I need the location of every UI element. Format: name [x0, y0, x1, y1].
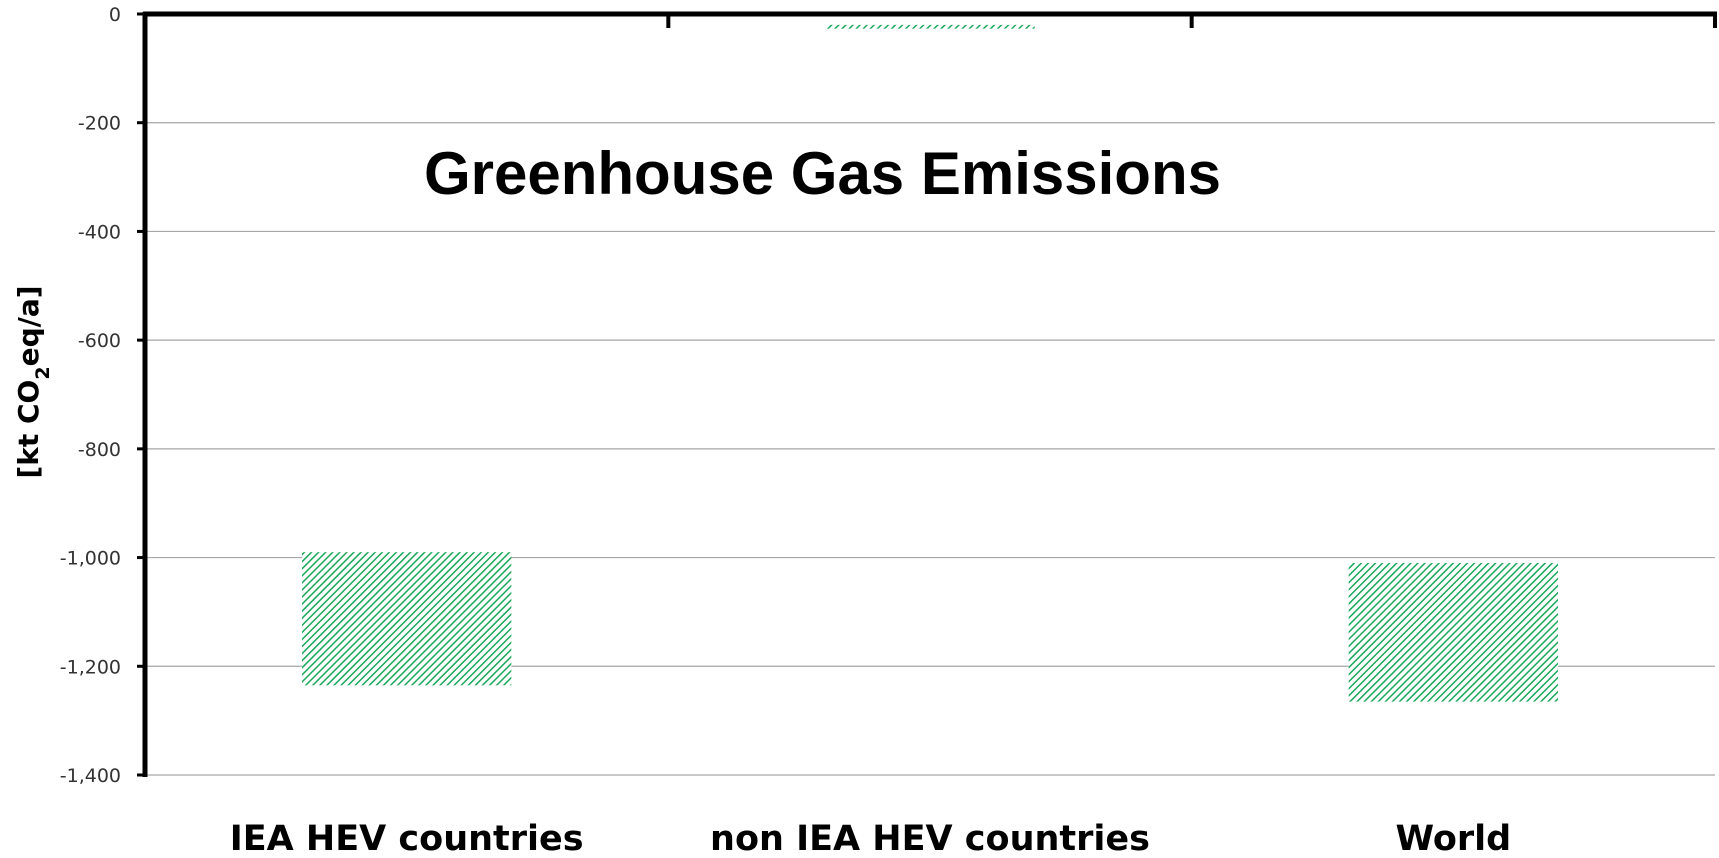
y-tick-label: -1,000 — [60, 548, 121, 570]
y-tick-label: -200 — [78, 113, 121, 135]
x-category-label: non IEA HEV countries — [710, 819, 1150, 858]
y-tick-label: -1,400 — [60, 765, 121, 787]
x-category-label: World — [1395, 819, 1511, 858]
y-tick-label: -600 — [78, 330, 121, 352]
category-labels: IEA HEV countries non IEA HEV countries Wo… — [230, 819, 1511, 858]
bars — [302, 24, 1558, 702]
y-tick-label: -800 — [78, 439, 121, 461]
y-tick-labels: 0 -200 -400 -600 -800 -1,000 -1,200 -1,400 — [60, 4, 121, 787]
x-category-label: IEA HEV countries — [230, 819, 584, 858]
bar — [1348, 563, 1558, 702]
y-tick-label: -400 — [78, 221, 121, 243]
axes — [137, 11, 1717, 777]
y-axis-title: [kt CO2eq/a] — [12, 285, 54, 478]
bar — [825, 24, 1035, 29]
chart-title: Greenhouse Gas Emissions — [424, 140, 1221, 207]
y-tick-label: -1,200 — [60, 656, 121, 678]
y-tick-label: 0 — [109, 4, 121, 26]
bar — [302, 552, 512, 686]
